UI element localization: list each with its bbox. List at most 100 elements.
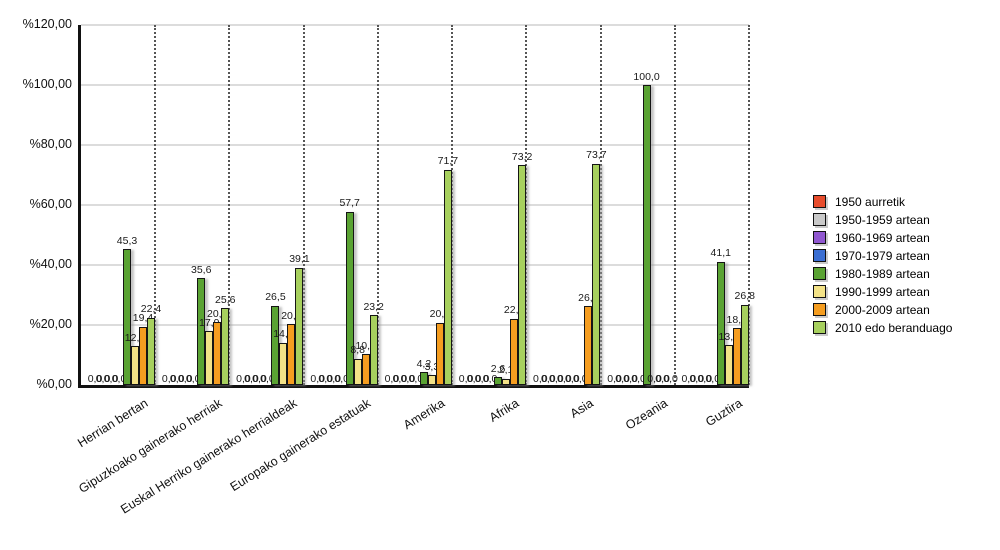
bar-value-label: 20,8	[429, 308, 451, 321]
group-separator	[376, 25, 379, 385]
category-label-0: Herrian bertan	[75, 396, 151, 451]
bar-s6-c3	[361, 354, 370, 385]
bar-value-label: 100,0	[633, 70, 660, 83]
bar-s6-c2	[287, 324, 296, 385]
bar-value-label: 14,1	[273, 328, 294, 341]
zero-value-label: 0,0	[533, 372, 548, 385]
y-tick-label: %80,00	[29, 137, 72, 151]
bar-s7-c4	[443, 169, 452, 385]
bar-s4-c5	[494, 377, 503, 385]
bar-s4-c3	[345, 211, 354, 385]
bar-s7-c5	[518, 165, 527, 385]
bar-value-label: 4,2	[416, 357, 432, 370]
bar-s6-c8	[732, 328, 741, 385]
zero-value-label: 0,0	[557, 372, 572, 385]
bar-value-label: 2,1	[498, 364, 514, 377]
legend-label: 2010 edo beranduago	[835, 320, 953, 335]
legend-item-3: 1970-1979 artean	[813, 249, 952, 262]
bar-value-label: 26,3	[578, 291, 599, 304]
bar-s5-c2	[279, 342, 288, 385]
zero-value-label: 0,0	[169, 372, 185, 385]
zero-value-label: 0,0	[689, 372, 705, 385]
zero-value-label: 0,0	[541, 372, 556, 385]
bar-s7-c1	[221, 308, 230, 385]
legend-label: 1950 aurretik	[835, 194, 906, 209]
bar-s5-c5	[502, 378, 511, 385]
bar-s7-c3	[369, 315, 378, 385]
bar-value-label: 35,6	[191, 263, 212, 276]
bar-s4-c8	[716, 261, 725, 385]
gridline-80	[81, 144, 749, 146]
zero-value-label: 0,0	[103, 372, 119, 385]
category-label-8: Guztira	[702, 396, 745, 430]
y-tick-label: %60,00	[29, 197, 72, 211]
gridline-100	[81, 84, 749, 86]
bar-s5-c3	[353, 358, 362, 385]
bar-value-label: 3,3	[424, 360, 440, 373]
bar-s5-c8	[724, 345, 733, 385]
zero-value-label: 0,0	[474, 372, 490, 385]
bar-value-label: 73,2	[511, 150, 533, 163]
y-tick-label: %100,00	[22, 77, 72, 91]
category-label-4: Amerika	[401, 396, 448, 433]
bar-value-label: 39,1	[289, 253, 310, 266]
zero-value-label: 0,0	[647, 372, 662, 385]
zero-value-label: 0,0	[697, 372, 713, 385]
bar-value-label: 10,3	[355, 339, 376, 352]
zero-value-label: 0,0	[161, 372, 177, 385]
group-separator	[599, 25, 602, 385]
bar-s4-c4	[419, 372, 428, 385]
bar-value-label: 26,8	[734, 290, 755, 303]
bar-s5-c0	[131, 346, 139, 385]
zero-value-label: 0,0	[615, 372, 630, 385]
bar-s7-c2	[295, 267, 304, 385]
legend-swatch-icon	[813, 303, 826, 316]
legend-label: 1970-1979 artean	[835, 248, 930, 263]
zero-value-label: 0,0	[111, 372, 127, 385]
legend-item-6: 2000-2009 artean	[813, 303, 952, 316]
legend-swatch-icon	[813, 195, 826, 208]
bar-value-label: 19,4	[132, 312, 154, 325]
zero-value-label: 0,0	[185, 372, 201, 385]
zero-value-label: 0,0	[663, 372, 678, 385]
bar-value-label: 71,7	[437, 155, 459, 168]
zero-value-label: 0,0	[326, 372, 341, 385]
zero-value-label: 0,0	[705, 372, 721, 385]
bar-value-label: 22,1	[503, 304, 525, 317]
category-label-1: Gipuzkoako gainerako herriak	[76, 396, 225, 496]
legend-label: 1950-1959 artean	[835, 212, 930, 227]
gridline-20	[81, 324, 749, 326]
zero-value-label: 0,0	[260, 372, 275, 385]
bar-s4-c1	[197, 278, 206, 385]
legend-swatch-icon	[813, 285, 826, 298]
zero-value-label: 0,0	[458, 372, 474, 385]
legend-label: 1990-1999 artean	[835, 284, 930, 299]
bar-value-label: 57,7	[339, 197, 360, 210]
group-separator	[673, 25, 676, 385]
zero-value-label: 0,0	[631, 372, 646, 385]
group-separator	[748, 25, 750, 385]
zero-value-label: 0,0	[392, 372, 408, 385]
legend-label: 1960-1969 artean	[835, 230, 930, 245]
bar-s6-c5	[510, 318, 519, 385]
zero-value-label: 0,0	[623, 372, 638, 385]
zero-value-label: 0,0	[252, 372, 267, 385]
zero-value-label: 0,0	[607, 372, 622, 385]
zero-value-label: 0,0	[310, 372, 325, 385]
legend-item-4: 1980-1989 artean	[813, 267, 952, 280]
bar-s5-c1	[205, 331, 214, 385]
bar-s6-c0	[139, 326, 147, 385]
zero-value-label: 0,0	[482, 372, 498, 385]
gridline-40	[81, 264, 749, 266]
bar-value-label: 12,9	[124, 331, 146, 344]
plot-area: 0,0 0,0 0,0 0,0 45,3 12,9 19,4 22,4 0,0 0,0 0,0 0,0…	[78, 24, 755, 388]
group-separator	[525, 25, 528, 385]
legend-item-0: 1950 aurretik	[813, 195, 952, 208]
bar-s5-c4	[427, 375, 436, 385]
bar-value-label: 41,1	[710, 247, 731, 260]
bar-value-label: 13,2	[718, 330, 739, 343]
bar-value-label: 26,5	[265, 291, 286, 303]
zero-value-label: 0,0	[655, 372, 670, 385]
bar-s4-c2	[271, 305, 280, 385]
